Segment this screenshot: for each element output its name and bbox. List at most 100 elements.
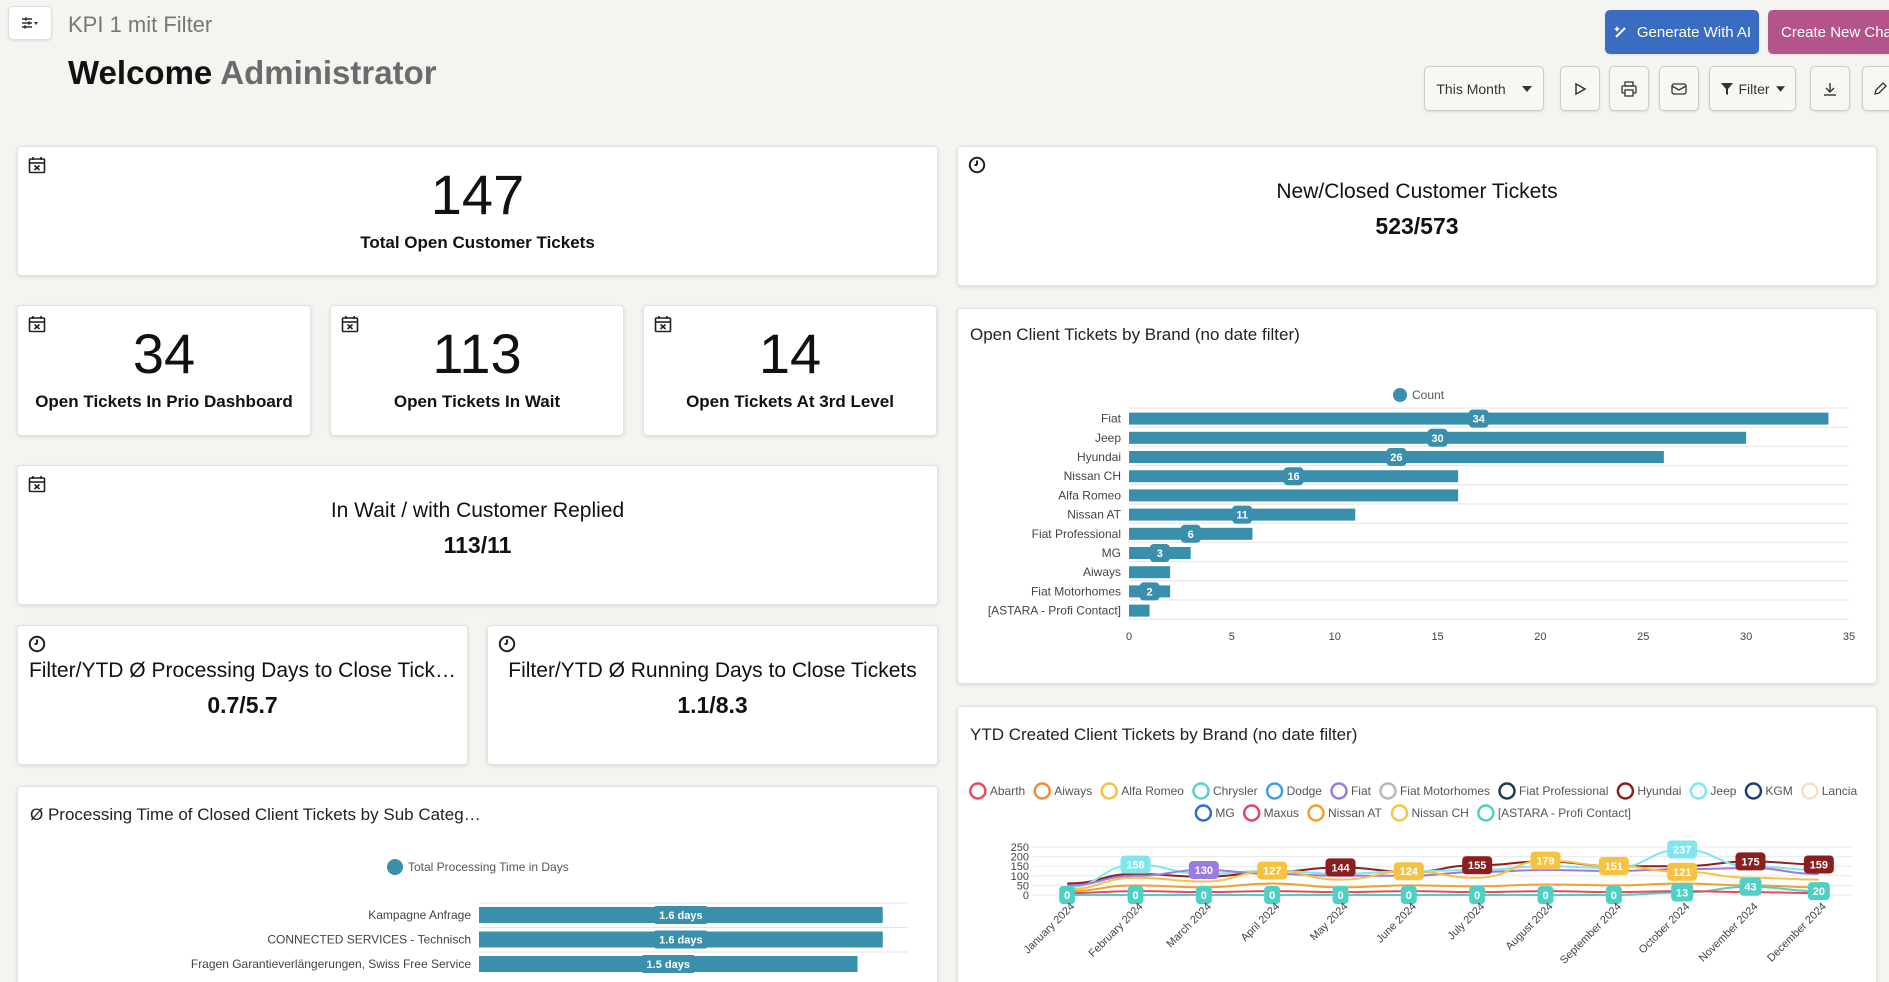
x-tick-label: 15 [1431,631,1443,643]
legend-label: Nissan AT [1328,806,1382,820]
kpi-total-open-card: 147 Total Open Customer Tickets [17,146,938,276]
data-label-bg [1059,886,1076,904]
email-button[interactable] [1659,66,1699,111]
category-label: Alfa Romeo [1058,488,1121,502]
legend-marker [969,782,987,800]
data-label-bg [1393,862,1424,881]
category-label: Nissan AT [1067,508,1121,522]
data-label: 1.6 days [659,910,702,922]
x-tick-label: September 2024 [1558,901,1624,967]
data-label-bg [640,955,697,973]
y-tick-label: 50 [1017,880,1029,892]
legend-label: Dodge [1287,784,1323,798]
legend-label: Maxus [1264,806,1299,820]
data-label-bg [1671,883,1694,902]
kpi-title: New/Closed Customer Tickets [1276,180,1558,203]
data-label: 159 [1810,859,1828,871]
category-label: Fiat Motorhomes [1031,584,1121,598]
data-label: 11 [1236,510,1248,522]
data-label-bg [1462,856,1493,875]
x-tick-label: 5 [1229,631,1235,643]
create-new-chart-button[interactable]: Create New Chart [1768,10,1889,54]
data-label-bg [1803,855,1834,874]
x-tick-label: July 2024 [1446,901,1488,943]
kpi-running-days-card: Filter/YTD Ø Running Days to Close Ticke… [487,625,938,765]
kpi-value: 0.7/5.7 [207,692,278,718]
x-tick-label: January 2024 [1022,901,1078,957]
period-select-value: This Month [1436,80,1506,97]
data-label: 1.5 days [647,959,690,971]
series-line [1067,882,1819,893]
calendar-x-icon [341,316,359,333]
clock-icon [498,635,516,653]
category-label: [ASTARA - Profi Contact] [988,604,1121,618]
brand-bar-chart-card: Open Client Tickets by Brand (no date fi… [957,308,1877,684]
data-label: 6 [1188,529,1194,541]
category-label: Fiat [1101,412,1122,426]
data-label-bg [1427,428,1448,447]
processing-time-chart-card: Ø Processing Time of Closed Client Ticke… [17,786,938,982]
legend-label: Nissan CH [1411,806,1468,820]
chart-title: Ø Processing Time of Closed Client Ticke… [30,805,481,824]
chart-title: YTD Created Client Tickets by Brand (no … [970,725,1358,744]
data-label: 127 [1263,866,1281,878]
legend-label: Aiways [1054,784,1092,798]
data-label-bg [1667,862,1698,881]
data-label-bg [1180,524,1201,543]
bar [1129,489,1459,502]
calendar-x-icon [28,316,46,333]
data-label-bg [1257,861,1288,880]
category-label: Kampagne Anfrage [368,908,471,922]
kpi-value: 113 [432,322,522,385]
series-line [1067,890,1819,895]
welcome-prefix: Welcome [68,54,213,91]
legend-marker [1393,388,1407,402]
data-label-bg [1667,840,1698,859]
settings-menu-button[interactable] [8,6,52,40]
y-tick-label: 100 [1011,871,1029,883]
data-label: 0 [1064,890,1070,902]
legend-label: Chrysler [1213,784,1258,798]
data-label-bg [1264,886,1281,904]
legend-label: Hyundai [1637,784,1681,798]
clock-icon [28,635,46,653]
legend-marker [387,859,403,875]
period-select[interactable]: This Month [1424,66,1544,111]
y-tick-label: 150 [1011,861,1029,873]
envelope-icon [1671,82,1687,95]
data-label-bg [652,906,709,924]
data-label-bg [1605,886,1622,904]
legend-label: Fiat Professional [1519,784,1608,798]
funnel-icon [1721,82,1734,95]
data-label: 0 [1474,890,1480,902]
legend-marker [1307,804,1325,822]
generate-with-ai-button[interactable]: Generate With AI [1605,10,1759,54]
legend-marker [1477,804,1495,822]
legend-marker [1689,782,1708,800]
filter-button[interactable]: Filter [1709,66,1796,111]
page-name: KPI 1 mit Filter [68,12,213,37]
data-label: 121 [1673,867,1691,879]
kpi-value: 147 [430,163,525,226]
printer-icon [1621,80,1637,97]
create-new-chart-label: Create New Chart [1781,23,1889,41]
download-button[interactable] [1810,66,1850,111]
data-label: 0 [1269,890,1275,902]
processing-time-chart: Total Processing Time in Days Kampagne An… [191,859,908,973]
chevron-down-icon [1521,85,1532,92]
chevron-down-icon [1775,85,1785,92]
legend-label: Count [1412,388,1445,402]
data-label-bg [1188,861,1219,880]
data-label: 0 [1542,890,1548,902]
data-label-bg [1332,886,1349,904]
legend-label: Alfa Romeo [1121,784,1184,798]
legend-label: Lancia [1822,784,1858,798]
kpi-title: Filter/YTD Ø Processing Days to Close Ti… [28,659,457,682]
data-label-bg [1283,467,1304,486]
edit-button[interactable] [1862,66,1889,111]
kpi-wait-replied-card: In Wait / with Customer Replied 113/11 [17,465,938,605]
kpi-title: Filter/YTD Ø Running Days to Close Ticke… [508,659,917,682]
play-button[interactable] [1560,66,1600,111]
print-button[interactable] [1609,66,1649,111]
y-tick-label: 250 [1011,842,1029,854]
